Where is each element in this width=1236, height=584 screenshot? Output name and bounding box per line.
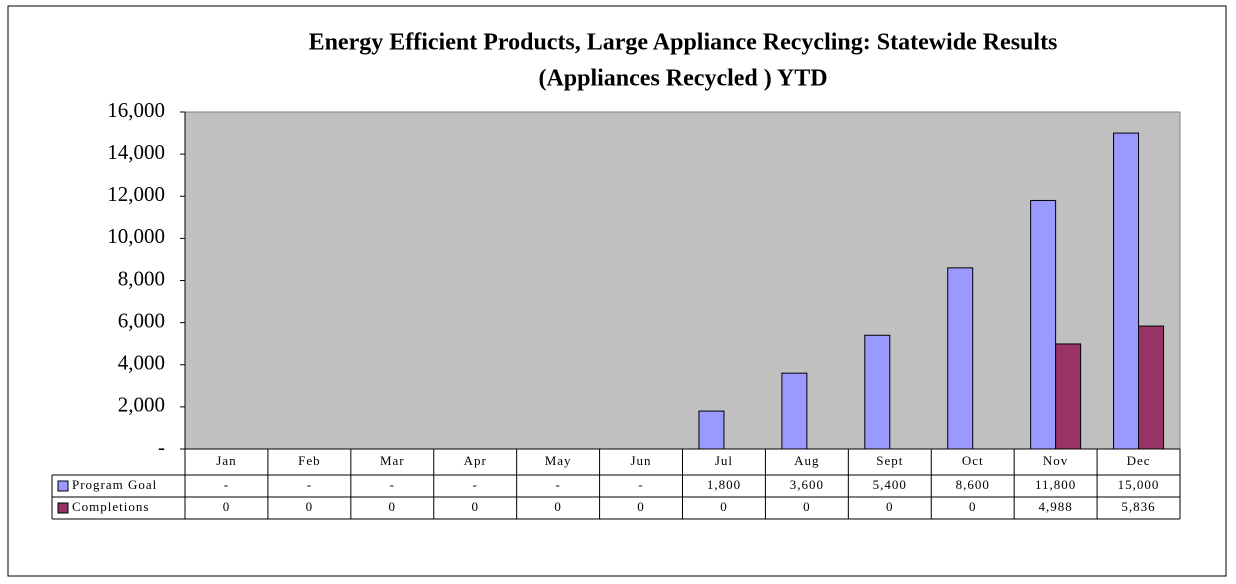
x-tick-label: Mar: [380, 453, 405, 468]
y-tick-label: 6,000: [118, 308, 165, 332]
bar: [864, 334, 891, 450]
y-tick-label: 8,000: [118, 266, 165, 290]
x-tick-label: Sept: [876, 453, 903, 468]
chart-title: Energy Efficient Products, Large Applian…: [309, 30, 1058, 56]
x-tick-label: Nov: [1043, 453, 1068, 468]
plot-area: [184, 111, 1181, 450]
x-tick-label: Jul: [715, 453, 733, 468]
data-label: 0: [554, 499, 562, 514]
data-label: 0: [389, 499, 397, 514]
x-tick-label: Jan: [216, 453, 236, 468]
data-label: -: [307, 477, 312, 492]
y-tick-label: 14,000: [107, 140, 165, 164]
y-tick-label: 12,000: [107, 182, 165, 206]
data-label: 5,836: [1121, 499, 1155, 514]
x-tick-label: Feb: [298, 453, 321, 468]
data-label: 0: [637, 499, 645, 514]
y-tick-label: 4,000: [118, 351, 165, 375]
data-label: 0: [803, 499, 811, 514]
data-label: -: [555, 477, 560, 492]
data-label: -: [390, 477, 395, 492]
x-tick-label: May: [545, 453, 572, 468]
bar: [781, 372, 808, 450]
bar: [1138, 325, 1165, 450]
legend-label: Completions: [72, 499, 149, 514]
data-label: 11,800: [1035, 477, 1076, 492]
bar: [947, 267, 974, 450]
data-label: 0: [471, 499, 479, 514]
x-tick-label: Oct: [962, 453, 984, 468]
y-tick-label: -: [158, 435, 165, 459]
data-label: 4,988: [1039, 499, 1073, 514]
x-tick-label: Dec: [1127, 453, 1151, 468]
data-label: 15,000: [1118, 477, 1160, 492]
legend-swatch: [57, 480, 69, 492]
bar: [698, 410, 725, 450]
y-tick-label: 16,000: [107, 98, 165, 122]
x-tick-label: Aug: [794, 453, 819, 468]
legend-swatch: [57, 502, 69, 514]
data-label: 0: [223, 499, 231, 514]
data-label: 0: [886, 499, 894, 514]
data-label: -: [224, 477, 229, 492]
data-label: 8,600: [956, 477, 990, 492]
legend-label: Program Goal: [72, 477, 157, 492]
x-tick-label: Apr: [464, 453, 487, 468]
chart-title: (Appliances Recycled ) YTD: [538, 66, 827, 92]
data-label: 0: [969, 499, 977, 514]
data-label: 0: [306, 499, 314, 514]
data-label: 1,800: [707, 477, 741, 492]
data-label: 0: [720, 499, 728, 514]
bar: [1113, 132, 1140, 450]
bar: [1055, 343, 1082, 450]
x-tick-label: Jun: [631, 453, 652, 468]
data-label: -: [638, 477, 643, 492]
data-label: -: [473, 477, 478, 492]
bar: [1030, 199, 1057, 450]
y-tick-label: 2,000: [118, 393, 165, 417]
y-tick-label: 10,000: [107, 224, 165, 248]
data-label: 5,400: [873, 477, 907, 492]
data-label: 3,600: [790, 477, 824, 492]
